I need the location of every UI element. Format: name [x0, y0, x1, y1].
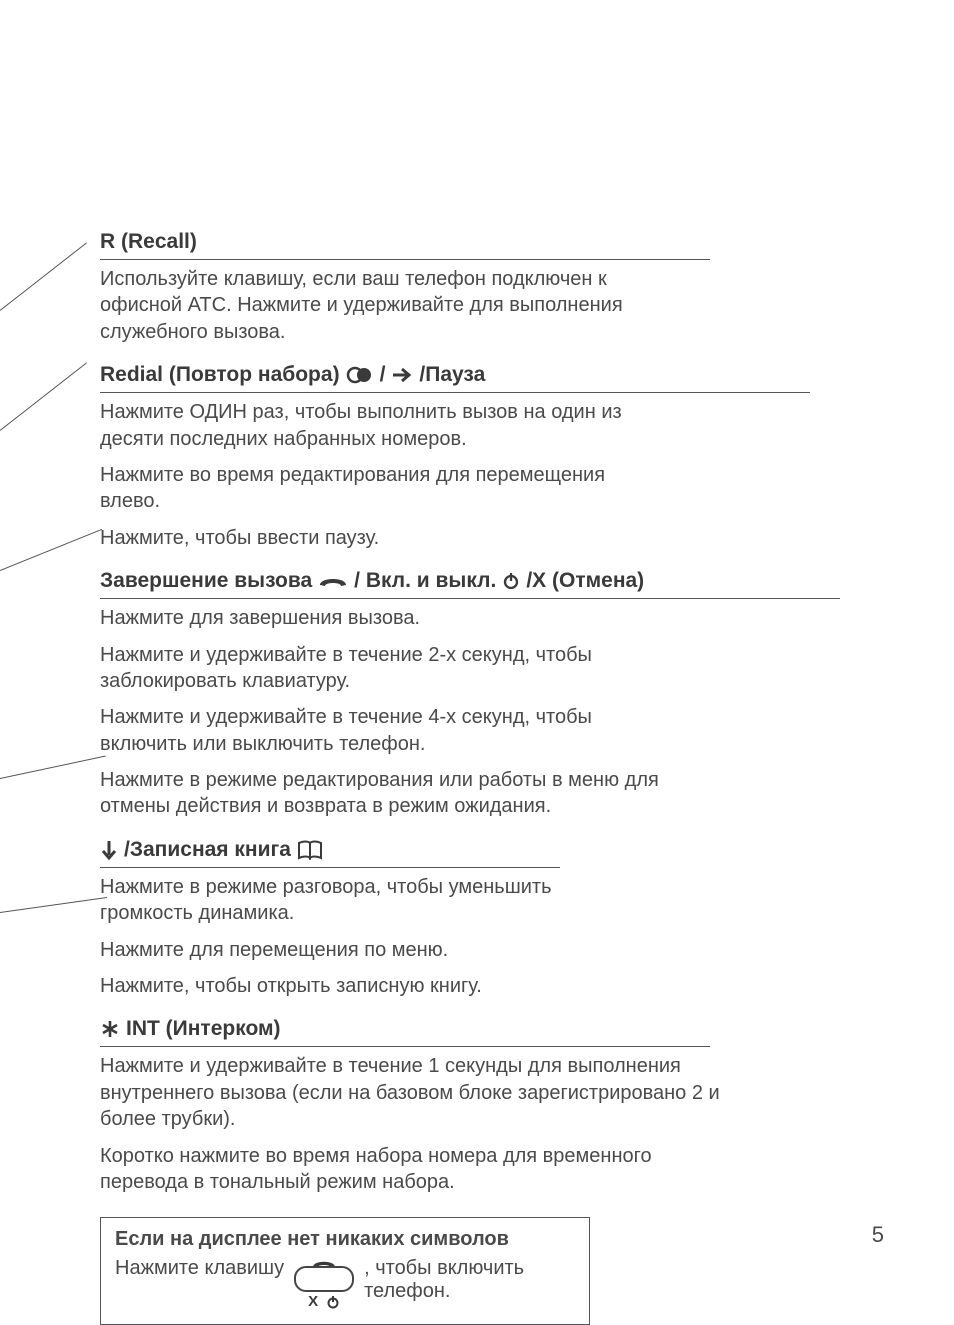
heading-rule	[100, 867, 560, 868]
heading-recall: R (Recall)	[100, 230, 834, 257]
heading-text: / Вкл. и выкл.	[354, 569, 496, 593]
lead-line	[0, 529, 102, 571]
body-text: Нажмите в режиме редактирования или рабо…	[100, 767, 720, 820]
key-oval-icon	[294, 1266, 354, 1292]
body-text: Нажмите и удерживайте в течение 2-х секу…	[100, 642, 600, 695]
heading-redial: Redial (Повтор набора) / /Пауза	[100, 363, 834, 390]
lead-line	[0, 756, 106, 779]
section-endcall: Завершение вызова / Вкл. и выкл. /X (Отм…	[100, 569, 834, 820]
lead-line	[0, 242, 87, 311]
arrow-down-icon	[100, 839, 118, 861]
note-title: Если на дисплее нет никаких символов	[115, 1228, 575, 1251]
heading-text: /Пауза	[419, 363, 485, 387]
body-text: Нажмите для завершения вызова.	[100, 605, 834, 631]
hangup-handset-icon	[318, 573, 348, 589]
redial-overlap-circles-icon	[346, 366, 374, 384]
heading-rule	[100, 259, 710, 260]
body-text: Используйте клавишу, если ваш телефон по…	[100, 266, 660, 345]
heading-endcall: Завершение вызова / Вкл. и выкл. /X (Отм…	[100, 569, 834, 596]
note-body: Нажмите клавишу X , чтобы включить телеф…	[115, 1257, 575, 1310]
arrow-right-icon	[391, 366, 413, 384]
body-text: Нажмите в режиме разговора, чтобы уменьш…	[100, 874, 620, 927]
heading-text: Redial (Повтор набора)	[100, 363, 340, 387]
body-text: Нажмите во время редактирования для пере…	[100, 462, 670, 515]
book-icon	[297, 840, 323, 860]
heading-text: Завершение вызова	[100, 569, 312, 593]
section-phonebook: /Записная книга Нажмите в режиме разгово…	[100, 838, 834, 1000]
section-recall: R (Recall) Используйте клавишу, если ваш…	[100, 230, 834, 345]
page-number: 5	[872, 1222, 884, 1248]
note-box: Если на дисплее нет никаких символов Наж…	[100, 1217, 590, 1325]
star-icon	[100, 1019, 120, 1039]
body-text: Нажмите для перемещения по меню.	[100, 937, 834, 963]
power-icon	[502, 572, 520, 590]
heading-text: /X (Отмена)	[526, 569, 644, 593]
lead-line	[0, 897, 107, 913]
section-redial: Redial (Повтор набора) / /Пауза Нажмите …	[100, 363, 834, 551]
heading-intercom: INT (Интерком)	[100, 1017, 834, 1044]
heading-text: INT (Интерком)	[126, 1017, 281, 1041]
body-text: Нажмите и удерживайте в течение 1 секунд…	[100, 1053, 740, 1132]
heading-sep: /	[380, 363, 386, 387]
note-text-before: Нажмите клавишу	[115, 1257, 284, 1280]
manual-page: R (Recall) Используйте клавишу, если ваш…	[0, 0, 954, 1298]
heading-text: /Записная книга	[124, 838, 291, 862]
heading-rule	[100, 1046, 710, 1047]
power-icon	[326, 1295, 340, 1309]
body-text: Нажмите ОДИН раз, чтобы выполнить вызов …	[100, 399, 660, 452]
key-sublabel: X	[308, 1293, 340, 1310]
body-text: Нажмите и удерживайте в течение 4-х секу…	[100, 704, 600, 757]
key-button-graphic: X	[294, 1257, 354, 1310]
note-text-after: , чтобы включить телефон.	[364, 1257, 544, 1303]
heading-rule	[100, 392, 810, 393]
body-text: Нажмите, чтобы открыть записную книгу.	[100, 973, 834, 999]
body-text: Коротко нажмите во время набора номера д…	[100, 1143, 710, 1196]
heading-phonebook: /Записная книга	[100, 838, 834, 865]
heading-rule	[100, 598, 840, 599]
heading-text: R (Recall)	[100, 230, 197, 254]
key-x-label: X	[308, 1293, 318, 1310]
body-text: Нажмите, чтобы ввести паузу.	[100, 525, 834, 551]
section-intercom: INT (Интерком) Нажмите и удерживайте в т…	[100, 1017, 834, 1195]
lead-line	[0, 362, 87, 431]
